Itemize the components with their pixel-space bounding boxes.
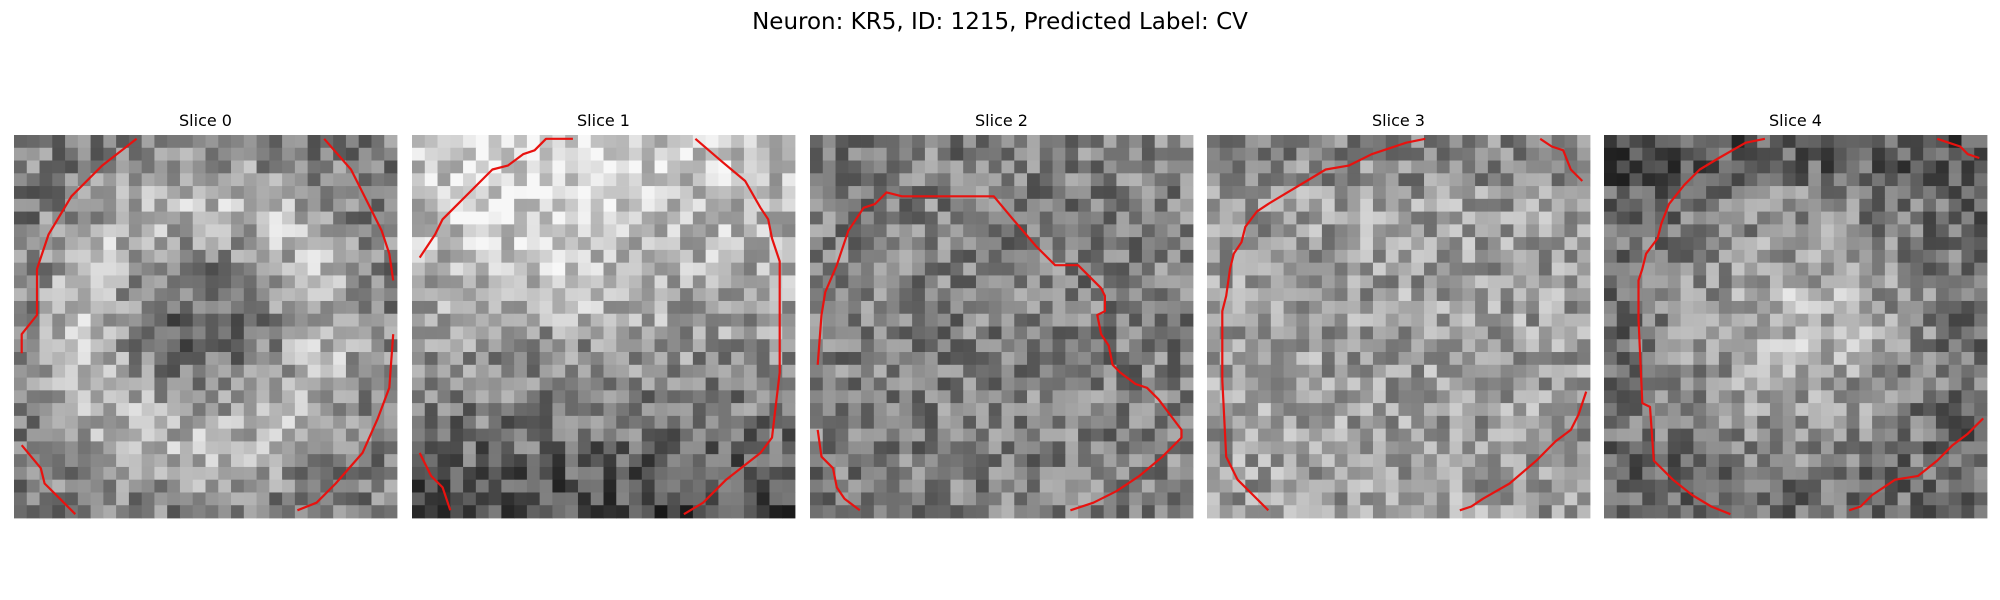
slice-panel-2: Slice 2 [810, 111, 1194, 519]
slice-image [810, 135, 1194, 519]
slice-title: Slice 3 [1372, 111, 1425, 130]
contour-line [418, 137, 573, 259]
contour-line [296, 334, 395, 512]
slice-title: Slice 1 [577, 111, 630, 130]
figure-title: Neuron: KR5, ID: 1215, Predicted Label: … [752, 9, 1248, 35]
slice-panel-0: Slice 0 [14, 111, 398, 519]
contour-line [1459, 391, 1588, 512]
contour-line [1936, 137, 1980, 160]
slice-image [1207, 135, 1591, 519]
contour-line [20, 137, 138, 354]
contour-line [1539, 137, 1584, 182]
contour-line [323, 138, 395, 281]
contour-line [1848, 417, 1984, 512]
contour-line [816, 429, 861, 512]
slice-panel-3: Slice 3 [1207, 111, 1591, 519]
contour-line [816, 191, 1183, 512]
slice-title: Slice 0 [179, 111, 232, 130]
slice-title: Slice 2 [975, 111, 1028, 130]
slice-title: Slice 4 [1769, 111, 1822, 130]
slice-image [1604, 135, 1988, 519]
slice-panel-1: Slice 1 [412, 111, 796, 519]
contour-line [1221, 137, 1426, 512]
slice-image [412, 135, 796, 519]
slice-image [14, 135, 398, 519]
contour-line [683, 137, 781, 516]
contour-line [418, 452, 452, 511]
contour-line [1637, 137, 1766, 516]
contour-line [20, 444, 77, 515]
slice-panel-4: Slice 4 [1604, 111, 1988, 519]
